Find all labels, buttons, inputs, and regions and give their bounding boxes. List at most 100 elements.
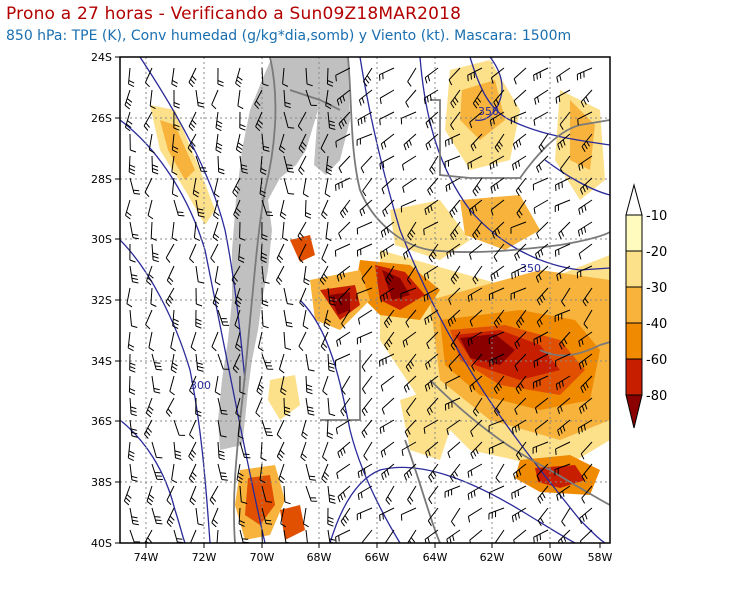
wind-barb bbox=[360, 155, 373, 174]
wind-barb bbox=[261, 199, 274, 216]
wind-barb bbox=[124, 89, 133, 110]
wind-barb bbox=[195, 155, 208, 172]
wind-barb bbox=[576, 265, 593, 279]
wind-barb bbox=[403, 243, 417, 260]
wind-barb bbox=[335, 67, 351, 82]
wind-barb bbox=[195, 287, 203, 307]
wind-barb bbox=[171, 177, 179, 198]
wind-barb bbox=[423, 419, 439, 434]
lon-label: 60W bbox=[538, 551, 563, 564]
wind-barb bbox=[173, 199, 185, 217]
wind-barb bbox=[558, 221, 571, 240]
wind-barb bbox=[213, 199, 220, 220]
wind-barb bbox=[470, 441, 483, 460]
wind-barb bbox=[165, 287, 175, 307]
wind-barb bbox=[231, 265, 241, 285]
wind-barb bbox=[555, 375, 571, 391]
wind-barb bbox=[283, 331, 292, 351]
wind-barb bbox=[211, 507, 219, 528]
wind-barb bbox=[561, 507, 571, 527]
wind-barb bbox=[173, 419, 186, 436]
wind-barb bbox=[403, 375, 417, 393]
wind-barb bbox=[144, 529, 153, 543]
wind-barb bbox=[446, 419, 461, 436]
wind-barb bbox=[445, 177, 461, 192]
political-borders bbox=[233, 57, 610, 543]
colorbar-label: -80 bbox=[646, 389, 667, 404]
wind-barb bbox=[380, 133, 395, 150]
wind-barb bbox=[381, 463, 395, 480]
wind-barb bbox=[536, 287, 549, 306]
colorbar-segment bbox=[625, 214, 643, 252]
wind-barb bbox=[255, 111, 264, 132]
wind-barb bbox=[337, 485, 351, 503]
wind-barb bbox=[533, 67, 549, 82]
wind-barb bbox=[173, 90, 180, 109]
wind-barb bbox=[578, 243, 593, 260]
wind-barb bbox=[239, 485, 248, 504]
wind-barb bbox=[150, 221, 157, 241]
wind-barb bbox=[361, 265, 373, 284]
wind-barb bbox=[324, 177, 331, 198]
wind-barb bbox=[321, 463, 330, 484]
wind-barb bbox=[195, 397, 202, 417]
wind-barb bbox=[581, 463, 593, 482]
wind-barb bbox=[356, 287, 373, 300]
wind-barb bbox=[146, 485, 155, 506]
wind-barb bbox=[127, 441, 135, 462]
lat-label: 34S bbox=[91, 355, 112, 368]
wind-barb bbox=[257, 331, 264, 352]
wind-barb bbox=[212, 221, 220, 242]
lon-label: 66W bbox=[365, 551, 390, 564]
lat-label: 26S bbox=[91, 112, 112, 125]
wind-barb bbox=[261, 287, 269, 307]
wind-barb bbox=[380, 221, 395, 238]
wind-barb bbox=[428, 485, 439, 505]
wind-barb bbox=[195, 507, 204, 526]
wind-barb bbox=[445, 133, 461, 147]
wind-barb bbox=[256, 375, 265, 396]
wind-barb bbox=[493, 243, 505, 262]
wind-barb bbox=[555, 177, 571, 191]
wind-barb bbox=[493, 89, 505, 108]
wind-barb bbox=[467, 331, 483, 346]
colorbar-segment bbox=[625, 322, 643, 360]
wind-barb bbox=[327, 485, 336, 504]
wind-barb bbox=[489, 353, 505, 367]
wind-barb bbox=[403, 463, 417, 481]
wind-barb bbox=[146, 265, 154, 286]
wind-barb bbox=[234, 287, 243, 308]
wind-barbs bbox=[123, 67, 593, 543]
colorbar-bottom-cap bbox=[625, 394, 643, 429]
wind-barb bbox=[195, 309, 202, 329]
wind-barb bbox=[467, 67, 483, 82]
wind-barb bbox=[488, 441, 505, 455]
wind-barb bbox=[305, 67, 313, 87]
wind-barb bbox=[383, 309, 395, 329]
wind-barb bbox=[327, 529, 336, 543]
wind-barb bbox=[426, 331, 439, 350]
wind-barb bbox=[535, 265, 549, 283]
wind-barb bbox=[510, 221, 527, 234]
wind-barb bbox=[129, 265, 139, 284]
wind-barb bbox=[468, 199, 483, 216]
wind-barb bbox=[577, 419, 593, 435]
wind-barb bbox=[129, 507, 139, 526]
wind-barb bbox=[534, 419, 549, 436]
wind-barb bbox=[129, 397, 137, 417]
wind-barb bbox=[493, 309, 505, 329]
wind-barb bbox=[532, 177, 549, 191]
wind-barb bbox=[379, 287, 395, 303]
wind-barb bbox=[490, 177, 505, 194]
wind-barb bbox=[362, 177, 373, 197]
wind-barb bbox=[407, 485, 417, 505]
wind-barb bbox=[447, 441, 461, 459]
wind-barb bbox=[494, 529, 505, 543]
wind-barb bbox=[280, 507, 287, 528]
wind-barb bbox=[427, 177, 439, 196]
wind-barb bbox=[362, 67, 373, 87]
wind-barb bbox=[129, 243, 136, 263]
axis-ticks bbox=[115, 56, 601, 548]
wind-barb bbox=[582, 287, 593, 307]
